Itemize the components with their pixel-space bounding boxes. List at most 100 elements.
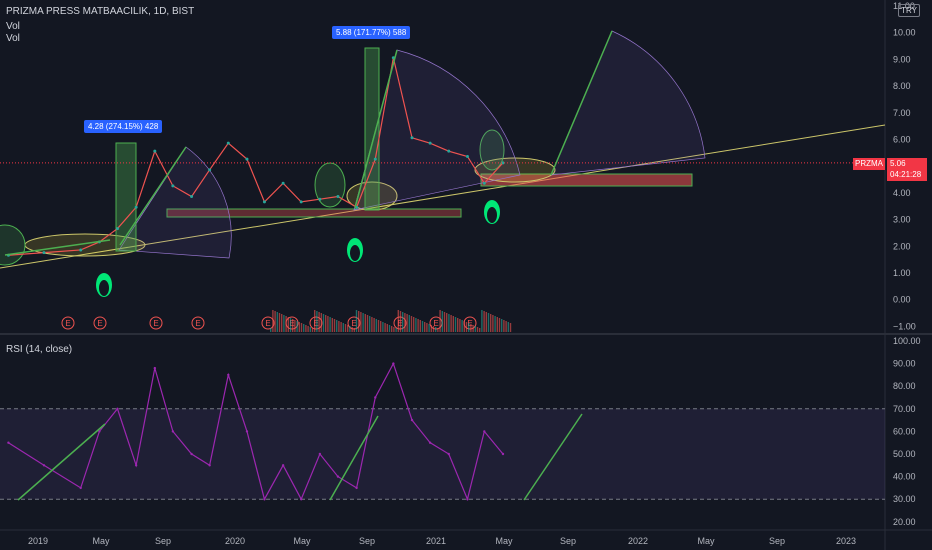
price-point [190, 195, 194, 199]
symbol-price-tag: PRZMA [853, 158, 885, 170]
volume-bar [340, 322, 342, 332]
volume-bar [380, 321, 382, 332]
rsi-title: RSI (14, close) [6, 344, 73, 355]
volume-label-1: Vol [6, 21, 20, 32]
volume-bar [347, 325, 349, 332]
volume-bar [388, 325, 391, 332]
penguin-icon [484, 200, 500, 224]
volume-bar [465, 322, 468, 332]
price-point [465, 154, 469, 158]
rsi-tick-label: 90.00 [893, 359, 916, 369]
volume-bar [406, 314, 408, 332]
volume-bar [384, 323, 386, 332]
trend-arrow [550, 30, 613, 176]
volume-label-2: Vol [6, 33, 20, 44]
time-tick-label: Sep [560, 536, 576, 546]
rsi-point [355, 486, 358, 490]
price-point [428, 141, 432, 145]
penguin-icon [96, 273, 112, 297]
rsi-point [79, 486, 82, 490]
price-tick-label: 0.00 [893, 295, 911, 305]
volume-bar [349, 326, 351, 332]
price-tick-label: −1.00 [893, 321, 916, 331]
last-price-tag: 5.06 04:21:28 [887, 158, 927, 181]
volume-bar [274, 311, 276, 332]
rsi-trend-arrow [523, 413, 583, 501]
volume-bar [421, 321, 424, 332]
last-price: 5.06 [890, 159, 906, 168]
volume-bar [474, 326, 476, 332]
rsi-point [190, 452, 193, 456]
volume-bar [485, 312, 487, 332]
volume-bar [468, 323, 470, 332]
price-point [134, 205, 138, 209]
volume-bar [331, 318, 333, 332]
volume-bar [336, 320, 338, 332]
volume-bar [327, 316, 329, 332]
volume-bar [333, 319, 336, 332]
rsi-point [374, 396, 377, 399]
fan-arc-1 [118, 146, 232, 259]
rsi-point [299, 498, 303, 501]
volume-bar [294, 320, 296, 332]
volume-bar [355, 310, 358, 332]
volume-bar [428, 324, 430, 332]
volume-bar [424, 322, 426, 332]
earnings-marker-label: E [433, 319, 438, 328]
volume-bar [402, 312, 404, 332]
rsi-trend-arrow [329, 415, 379, 501]
rsi-trend-arrow [17, 423, 106, 501]
measure-column-2 [364, 47, 380, 211]
volume-bar [338, 321, 340, 332]
volume-bar [276, 312, 278, 332]
currency-badge[interactable]: TRY [898, 4, 920, 17]
volume-bar [305, 325, 307, 332]
earnings-marker-label: E [313, 319, 318, 328]
volume-bar [382, 322, 384, 332]
rsi-point [392, 362, 395, 365]
earnings-marker-label: E [195, 319, 200, 328]
rsi-point [116, 407, 119, 410]
volume-bar [408, 315, 410, 332]
earnings-marker-label: E [97, 319, 102, 328]
price-point [115, 227, 119, 231]
volume-bar [503, 320, 505, 332]
price-tick-label: 2.00 [893, 241, 911, 251]
volume-bar [285, 316, 287, 332]
volume-bar [366, 315, 369, 332]
volume-bar [322, 314, 325, 332]
bar-countdown: 04:21:28 [890, 170, 922, 179]
fan-arc-3 [550, 30, 706, 176]
price-point [410, 136, 414, 140]
volume-bar [441, 311, 443, 332]
price-tick-label: 8.00 [893, 81, 911, 91]
volume-bar [344, 324, 347, 332]
symbol-title: PRIZMA PRESS MATBAACILIK, 1D, BIST [6, 6, 195, 17]
volume-bar [397, 310, 399, 332]
volume-bar [270, 328, 272, 332]
price-point [153, 149, 157, 153]
price-tick-label: 7.00 [893, 108, 911, 118]
volume-bar [505, 321, 507, 332]
rsi-point [42, 464, 46, 467]
price-point [262, 200, 266, 204]
volume-bar [454, 317, 457, 332]
trend-arrow [119, 146, 187, 246]
volume-bar [272, 310, 274, 332]
rsi-point [428, 441, 432, 444]
volume-bar [395, 328, 397, 332]
volume-bar [342, 323, 344, 332]
trend-arrow [4, 239, 111, 256]
volume-bar [300, 323, 303, 332]
rsi-point [134, 464, 138, 467]
volume-bar [362, 313, 364, 332]
volume-bar [391, 326, 393, 332]
volume-bar [459, 319, 461, 332]
rsi-point [483, 430, 486, 433]
volume-bar [415, 318, 417, 332]
volume-bar [386, 324, 388, 332]
time-tick-label: 2023 [836, 536, 856, 546]
penguin-belly [487, 207, 497, 223]
price-point [208, 168, 212, 172]
price-point [226, 141, 230, 145]
